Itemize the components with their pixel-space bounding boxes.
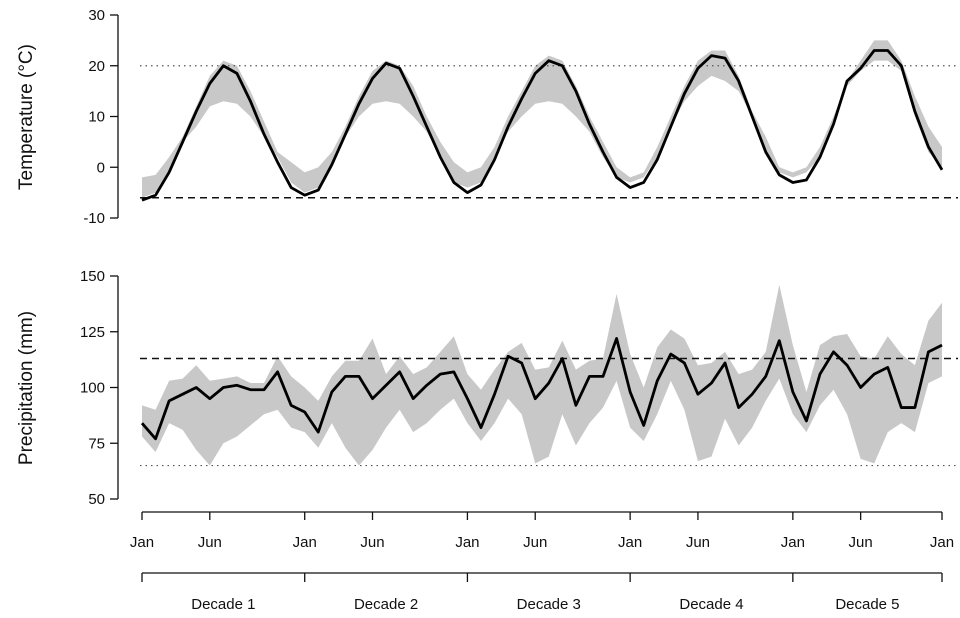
temperature-y-tick-label: -10	[83, 210, 105, 227]
decade-label: Decade 4	[679, 596, 743, 613]
precipitation-y-tick-label: 75	[88, 435, 105, 452]
precipitation-mean-line	[140, 337, 943, 441]
temperature-y-tick-label: 0	[97, 159, 105, 176]
precipitation-y-tick-label: 150	[80, 268, 105, 285]
month-tick-label: Jan	[781, 534, 805, 551]
month-tick-label: Jun	[360, 534, 384, 551]
precipitation-y-tick-label: 100	[80, 380, 105, 397]
month-tick-label: Jun	[523, 534, 547, 551]
month-tick-label: Jun	[849, 534, 873, 551]
decade-label: Decade 2	[354, 596, 418, 613]
month-tick-label: Jan	[930, 534, 954, 551]
decade-label: Decade 5	[835, 596, 899, 613]
month-tick-label: Jun	[198, 534, 222, 551]
x-axis: Jan Jun Jan Jun Jan Jun Jan Jun Jan Jun Jan	[130, 511, 954, 551]
temperature-y-tick-label: 10	[88, 109, 105, 126]
precipitation-range-band	[142, 284, 942, 466]
decade-axis: Decade 1 Decade 2 Decade 3 Decade 4 Decade 5	[141, 572, 943, 613]
decade-label: Decade 1	[191, 596, 255, 613]
precipitation-y-tick-label: 50	[88, 491, 105, 508]
temperature-mean-line	[141, 49, 944, 202]
temperature-y-tick-label: 30	[88, 7, 105, 24]
precipitation-axis-title: Precipitation (mm)	[16, 311, 37, 465]
month-tick-label: Jan	[618, 534, 642, 551]
decade-label: Decade 3	[517, 596, 581, 613]
precipitation-panel: 50 75 100 125 150 Precipitation (mm)	[16, 268, 958, 508]
temperature-range-band	[142, 40, 942, 198]
month-tick-label: Jan	[293, 534, 317, 551]
month-tick-label: Jun	[686, 534, 710, 551]
precipitation-y-tick-label: 125	[80, 324, 105, 341]
temperature-axis-title: Temperature (°C)	[16, 44, 37, 190]
month-tick-label: Jan	[455, 534, 479, 551]
temperature-panel: -10 0 10 20 30 Temperature (°C)	[16, 7, 958, 227]
month-tick-label: Jan	[130, 534, 154, 551]
temperature-y-tick-label: 20	[88, 58, 105, 75]
